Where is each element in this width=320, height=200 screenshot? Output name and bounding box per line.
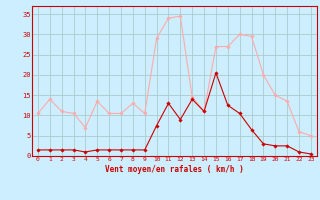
X-axis label: Vent moyen/en rafales ( km/h ): Vent moyen/en rafales ( km/h ) — [105, 165, 244, 174]
